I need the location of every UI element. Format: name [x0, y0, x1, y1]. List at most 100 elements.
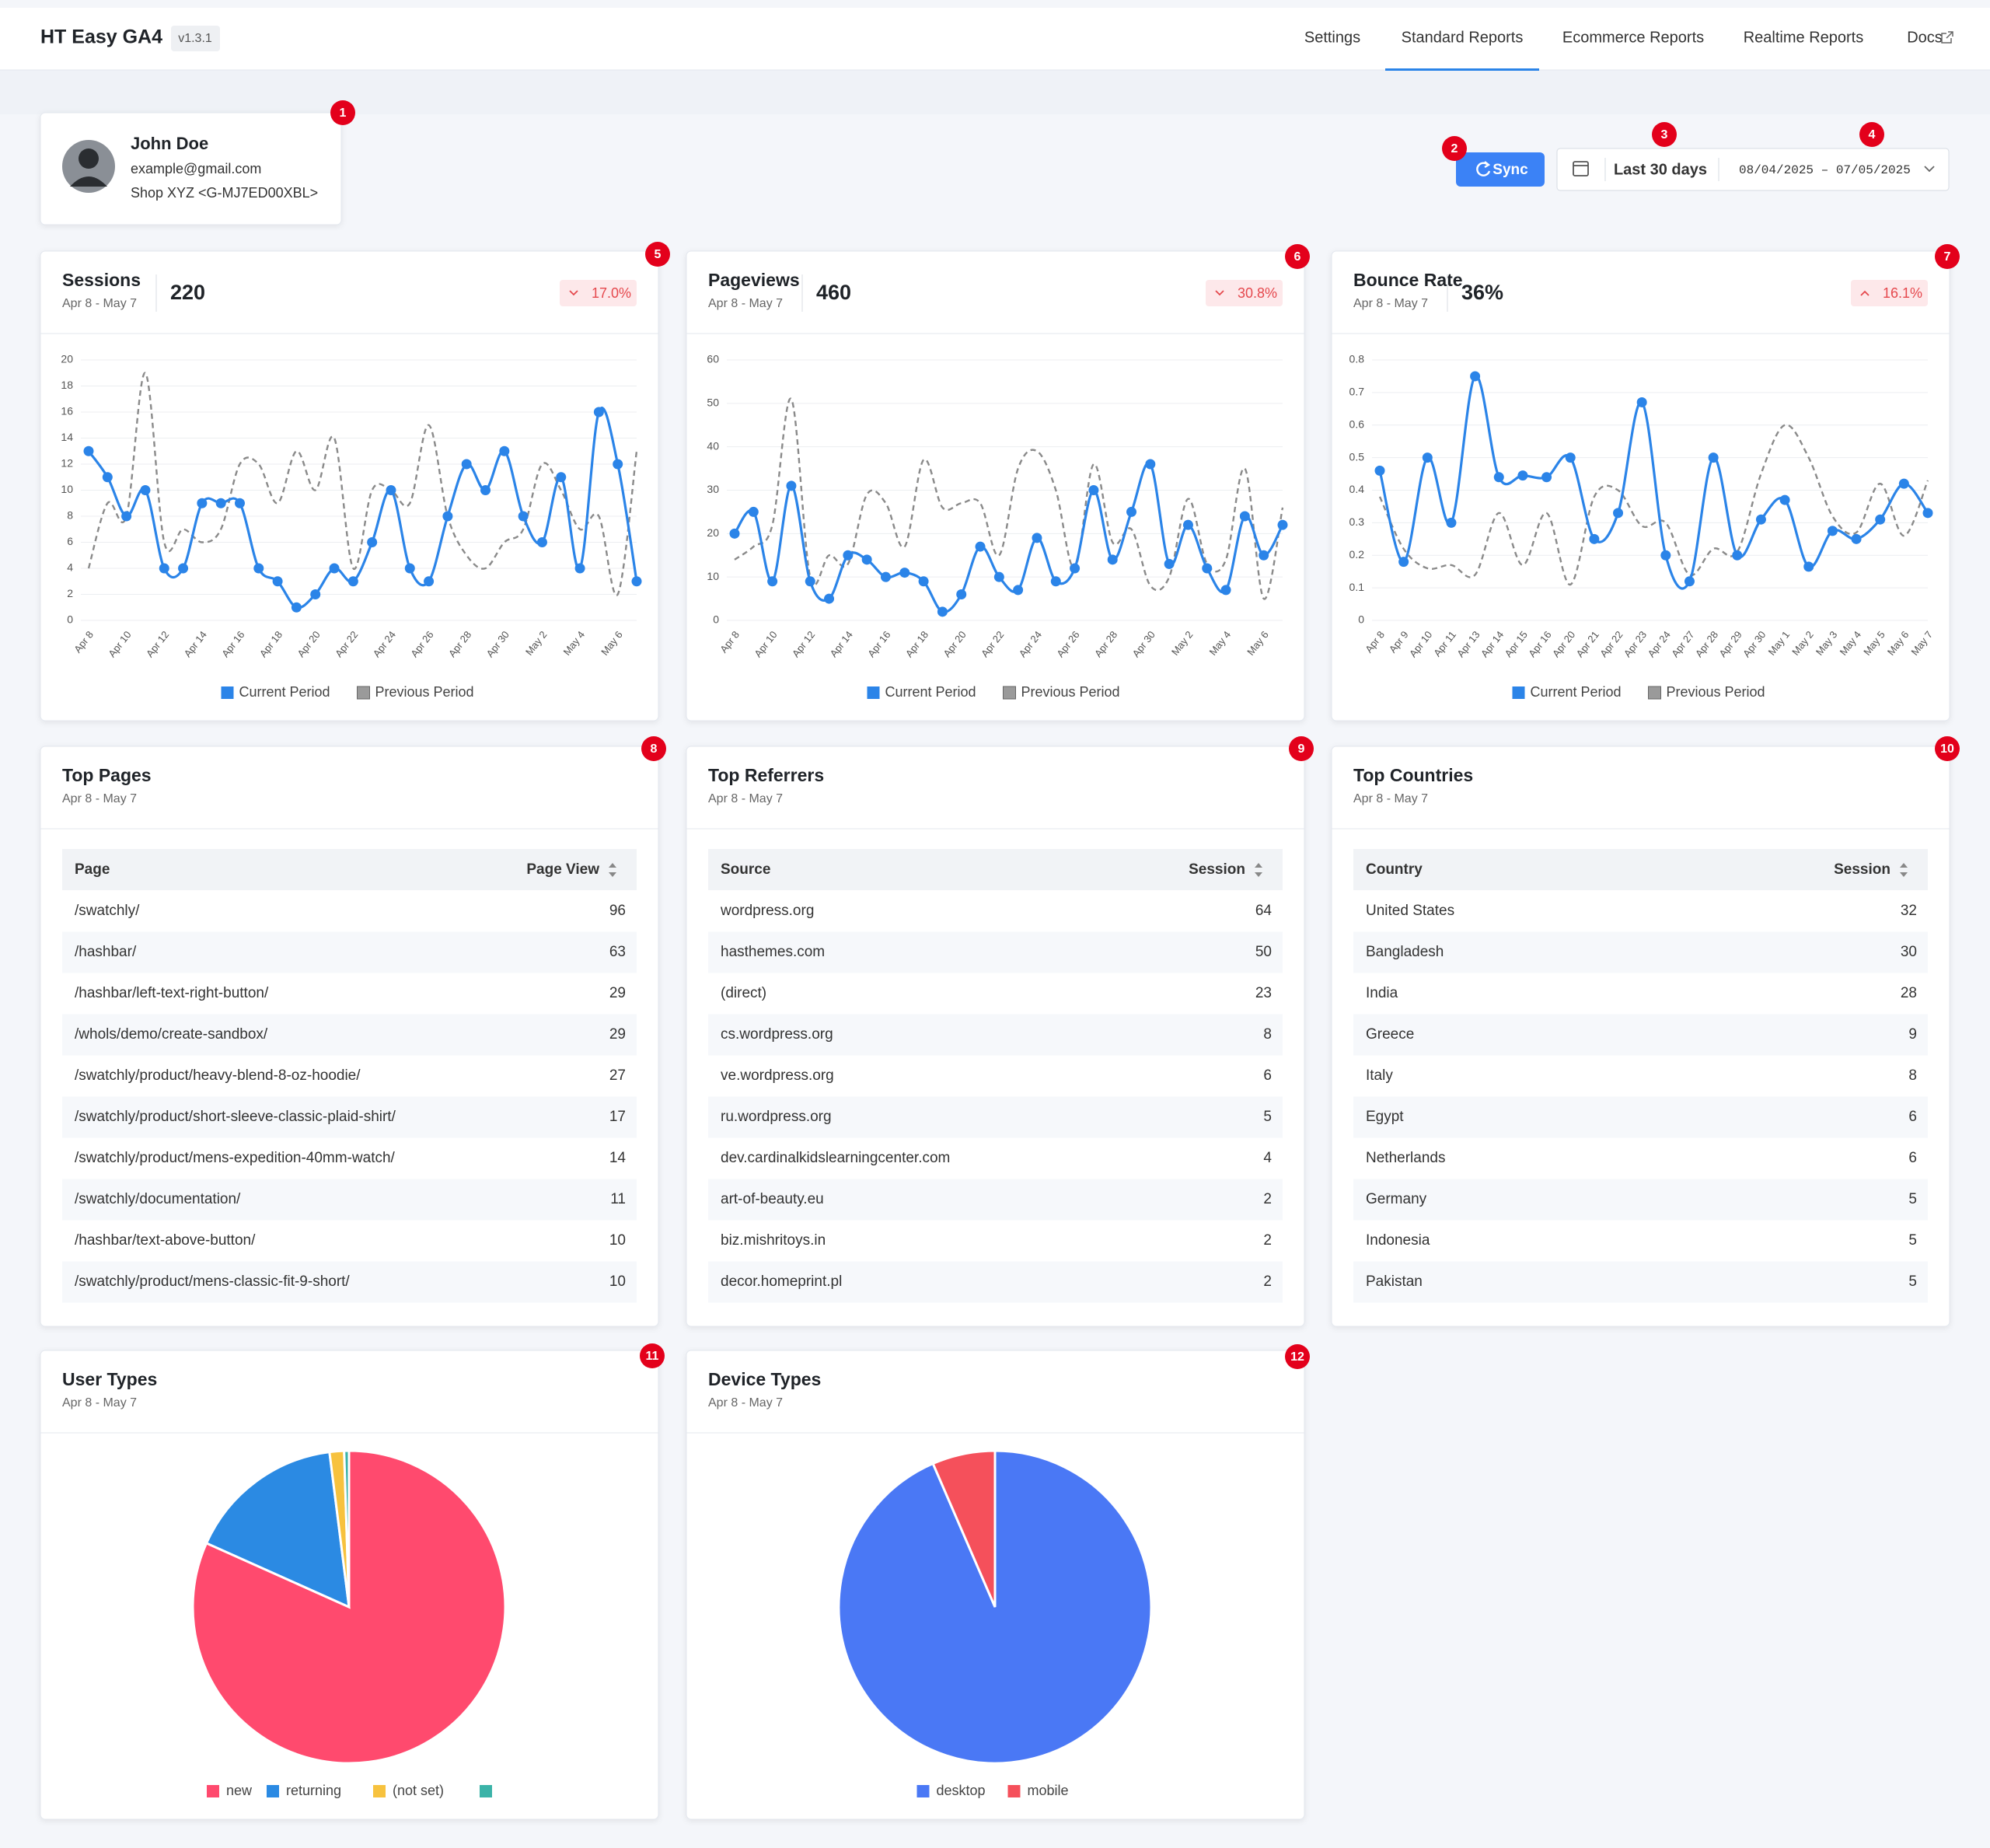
- cell-value: 8: [1908, 1067, 1917, 1084]
- card-subtitle: Apr 8 - May 7: [62, 297, 137, 310]
- data-point: [367, 537, 378, 547]
- data-point: [1755, 514, 1766, 525]
- table-header: [708, 849, 1283, 890]
- data-point: [1922, 508, 1933, 519]
- nav-item[interactable]: Realtime Reports: [1744, 29, 1864, 46]
- sync-button[interactable]: [1456, 152, 1545, 187]
- y-tick-label: 0.4: [1349, 483, 1365, 495]
- annotation-badge: [1859, 122, 1884, 147]
- data-point: [843, 550, 854, 561]
- data-point: [899, 568, 910, 578]
- cell-value: 8: [1263, 1026, 1272, 1043]
- data-point: [1107, 554, 1118, 565]
- cell-value: 30: [1901, 944, 1917, 960]
- card-subtitle: Apr 8 - May 7: [1353, 297, 1428, 310]
- data-point: [1032, 533, 1042, 543]
- y-tick-label: 4: [67, 561, 73, 574]
- annotation-badge: [1652, 122, 1677, 147]
- app-title: HT Easy GA4: [40, 26, 162, 48]
- nav-item[interactable]: Docs: [1907, 29, 1943, 46]
- data-point: [272, 576, 283, 587]
- cell: Greece: [1366, 1026, 1414, 1043]
- legend-swatch: [1003, 686, 1016, 700]
- card-subtitle: Apr 8 - May 7: [708, 1396, 783, 1410]
- cell-value: 64: [1255, 903, 1273, 919]
- cell-value: 2: [1263, 1191, 1272, 1207]
- annotation-number: 9: [1298, 742, 1305, 756]
- date-picker[interactable]: [1556, 148, 1950, 191]
- cell: biz.mishritoys.in: [721, 1232, 826, 1249]
- data-point: [748, 506, 759, 517]
- data-point: [1803, 561, 1814, 572]
- sync-label[interactable]: Sync: [1492, 162, 1528, 178]
- row-stripe: [62, 1261, 637, 1303]
- column-header[interactable]: Page View: [526, 861, 599, 878]
- nav-item[interactable]: Settings: [1304, 29, 1360, 46]
- card-title: User Types: [62, 1369, 157, 1389]
- y-tick-label: 6: [67, 535, 73, 547]
- range-select[interactable]: Last 30 days: [1614, 161, 1707, 178]
- y-tick-label: 0.7: [1349, 386, 1365, 398]
- cell-value: 14: [609, 1150, 627, 1166]
- date-range[interactable]: 08/04/2025 – 07/05/2025: [1739, 163, 1911, 177]
- legend-label: Current Period: [239, 684, 330, 700]
- legend-swatch: [867, 686, 880, 699]
- annotation-number: 10: [1940, 742, 1954, 756]
- cell: /hashbar/text-above-button/: [75, 1232, 256, 1249]
- y-tick-label: 60: [707, 353, 719, 365]
- cell: Netherlands: [1366, 1150, 1445, 1166]
- cell-value: 32: [1901, 903, 1917, 919]
- data-point: [1013, 585, 1024, 596]
- column-header[interactable]: Session: [1834, 861, 1890, 878]
- cell: ve.wordpress.org: [721, 1067, 834, 1084]
- card: [40, 250, 659, 721]
- data-point: [215, 498, 226, 508]
- data-point: [178, 563, 189, 574]
- y-tick-label: 0.2: [1349, 548, 1365, 561]
- nav-item[interactable]: Standard Reports: [1402, 29, 1524, 46]
- data-point: [1202, 563, 1213, 574]
- cell-value: 6: [1908, 1150, 1917, 1166]
- cell: Pakistan: [1366, 1273, 1423, 1290]
- data-point: [880, 571, 891, 582]
- data-point: [1779, 494, 1790, 505]
- cell: Egypt: [1366, 1109, 1404, 1125]
- card-title: Pageviews: [708, 270, 800, 290]
- pie-slice: [931, 1449, 997, 1608]
- cell: cs.wordpress.org: [721, 1026, 833, 1043]
- cell-value: 27: [609, 1067, 626, 1084]
- card-subtitle: Apr 8 - May 7: [1353, 792, 1428, 805]
- pie-slice: [837, 1449, 1153, 1765]
- column-header[interactable]: Session: [1189, 861, 1245, 878]
- y-tick-label: 0: [713, 613, 719, 626]
- annotation-badge: [1289, 736, 1314, 761]
- data-point: [1684, 576, 1695, 587]
- legend-swatch: [1648, 686, 1661, 700]
- data-point: [593, 407, 604, 417]
- nav-active-indicator: [1385, 68, 1539, 71]
- cell-value: 5: [1263, 1109, 1272, 1125]
- data-point: [824, 593, 835, 604]
- cell-value: 5: [1908, 1232, 1917, 1249]
- data-point: [1827, 526, 1838, 536]
- annotation-badge: [640, 1343, 665, 1368]
- cell-value: 6: [1908, 1109, 1917, 1125]
- data-point: [574, 563, 585, 574]
- total-value: 36%: [1461, 281, 1503, 304]
- data-point: [386, 485, 396, 495]
- annotation-number: 8: [651, 742, 658, 756]
- annotation-number: 3: [1661, 128, 1668, 141]
- total-value: 460: [816, 281, 851, 304]
- data-point: [140, 485, 151, 495]
- nav-item[interactable]: Ecommerce Reports: [1562, 29, 1704, 46]
- cell-value: 2: [1263, 1232, 1272, 1249]
- legend-swatch: [267, 1785, 279, 1797]
- y-tick-label: 14: [61, 431, 73, 443]
- data-point: [1182, 519, 1193, 530]
- cell: Italy: [1366, 1067, 1393, 1084]
- row-stripe: [708, 1096, 1283, 1138]
- data-point: [786, 480, 797, 491]
- legend-label: Previous Period: [1021, 684, 1120, 700]
- data-point: [1851, 533, 1862, 544]
